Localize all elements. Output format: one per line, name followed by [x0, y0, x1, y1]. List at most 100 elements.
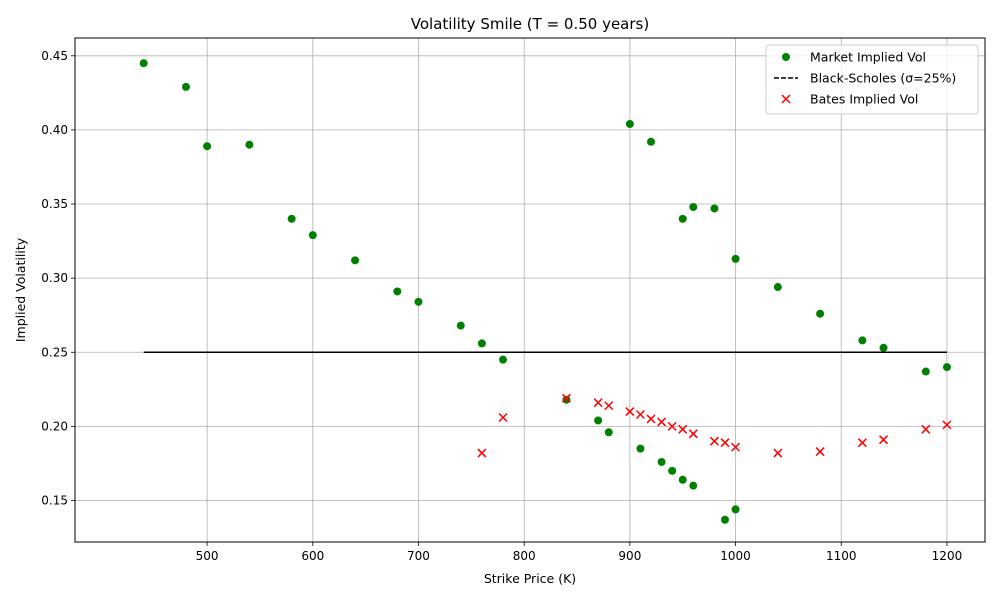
- market-vol-point: [678, 475, 687, 484]
- market-vol-point: [181, 82, 190, 91]
- x-marker-stroke: [561, 393, 571, 403]
- y-tick-label: 0.30: [41, 271, 68, 285]
- bates-vol-point: [731, 442, 741, 452]
- market-vol-point: [414, 297, 423, 306]
- chart-title: Volatility Smile (T = 0.50 years): [411, 15, 649, 33]
- market-vol-point: [773, 283, 782, 292]
- x-marker-stroke: [720, 438, 730, 448]
- market-vol-point: [139, 59, 148, 68]
- x-marker-stroke: [773, 448, 783, 458]
- market-vol-point: [636, 444, 645, 453]
- market-vol-point: [477, 339, 486, 348]
- market-vol-point: [678, 214, 687, 223]
- market-vol-point: [731, 254, 740, 263]
- y-tick-label: 0.40: [41, 123, 68, 137]
- bates-vol-point: [720, 438, 730, 448]
- x-marker-stroke: [667, 421, 677, 431]
- market-vol-point: [731, 505, 740, 514]
- legend-label: Market Implied Vol: [810, 50, 926, 65]
- market-vol-point: [942, 363, 951, 372]
- bates-vol-point: [857, 438, 867, 448]
- x-marker-stroke: [625, 407, 635, 417]
- market-vol-point: [287, 214, 296, 223]
- x-tick-label: 1200: [932, 549, 963, 563]
- market-vol-point: [351, 256, 360, 265]
- market-vol-point: [203, 142, 212, 151]
- market-vol-point: [816, 309, 825, 318]
- x-tick-label: 600: [301, 549, 324, 563]
- x-marker-stroke: [635, 409, 645, 420]
- market-vol-point: [308, 231, 317, 240]
- market-vol-point: [245, 140, 254, 149]
- x-marker-stroke: [604, 401, 614, 411]
- x-marker-stroke: [477, 448, 487, 458]
- x-tick-label: 1100: [826, 549, 857, 563]
- x-marker-stroke: [921, 424, 931, 434]
- y-tick-label: 0.35: [41, 197, 68, 211]
- legend-x-swatch: [781, 94, 791, 104]
- bates-vol-point: [657, 417, 667, 427]
- x-marker-stroke: [815, 447, 825, 457]
- bates-vol-point: [593, 398, 603, 408]
- bates-vol-point: [688, 429, 698, 439]
- bates-vol-point: [678, 424, 688, 434]
- legend-box: [765, 44, 979, 115]
- x-axis-ticks: 500 600 700 800 900 1000 1100 1200: [196, 542, 963, 563]
- bates-vol-point: [477, 448, 487, 458]
- market-vol-point: [647, 137, 656, 146]
- legend-label: Black-Scholes (σ=25%): [810, 71, 956, 86]
- y-tick-label: 0.15: [41, 493, 68, 507]
- x-marker-stroke: [498, 412, 508, 423]
- bates-vol-point: [709, 436, 719, 446]
- market-vol-point: [499, 355, 508, 364]
- market-vol-point: [710, 204, 719, 213]
- bates-vol-point: [498, 412, 508, 423]
- bates-vol-point: [635, 409, 645, 420]
- bates-vol-point: [604, 401, 614, 411]
- x-marker-stroke: [942, 420, 952, 430]
- legend-circle-swatch: [782, 53, 790, 61]
- market-vol-point: [689, 202, 698, 211]
- market-vol-point: [921, 367, 930, 376]
- plot-frame: [74, 37, 986, 543]
- market-vol-point: [562, 395, 571, 404]
- x-marker-stroke: [688, 429, 698, 439]
- bates-vol-point: [646, 414, 656, 424]
- market-vol-point: [689, 481, 698, 490]
- bates-vol-point: [879, 435, 889, 445]
- legend-label: Bates Implied Vol: [810, 92, 918, 107]
- legend: Market Implied Vol Black-Scholes (σ=25%) B…: [765, 44, 979, 115]
- bates-vol-point: [942, 420, 952, 430]
- x-marker-stroke: [709, 436, 719, 446]
- bates-vol-point: [561, 393, 571, 403]
- x-marker-stroke: [781, 94, 791, 104]
- market-vol-point: [594, 416, 603, 425]
- market-vol-point: [604, 428, 613, 437]
- bates-vol-point: [815, 447, 825, 457]
- plot-marks: [139, 59, 952, 524]
- x-marker-stroke: [731, 442, 741, 452]
- bates-vol-point: [921, 424, 931, 434]
- market-vol-point: [668, 466, 677, 475]
- x-marker-stroke: [646, 414, 656, 424]
- x-marker-stroke: [879, 435, 889, 445]
- y-axis-label: Implied Volatility: [13, 237, 28, 342]
- y-tick-label: 0.20: [41, 419, 68, 433]
- y-tick-label: 0.25: [41, 345, 68, 359]
- bates-vol-point: [667, 421, 677, 431]
- x-tick-label: 700: [407, 549, 430, 563]
- x-marker-stroke: [657, 417, 667, 427]
- market-vol-point: [625, 119, 634, 128]
- bates-vol-point: [773, 448, 783, 458]
- x-tick-label: 1000: [720, 549, 751, 563]
- market-vol-point: [879, 343, 888, 352]
- x-tick-label: 500: [196, 549, 219, 563]
- market-vol-point: [456, 321, 465, 330]
- y-axis-ticks: 0.15 0.20 0.25 0.30 0.35 0.40 0.45: [41, 49, 75, 507]
- x-axis-label: Strike Price (K): [484, 571, 576, 586]
- x-tick-label: 900: [618, 549, 641, 563]
- x-tick-label: 800: [513, 549, 536, 563]
- x-marker-stroke: [857, 438, 867, 448]
- market-vol-point: [858, 336, 867, 345]
